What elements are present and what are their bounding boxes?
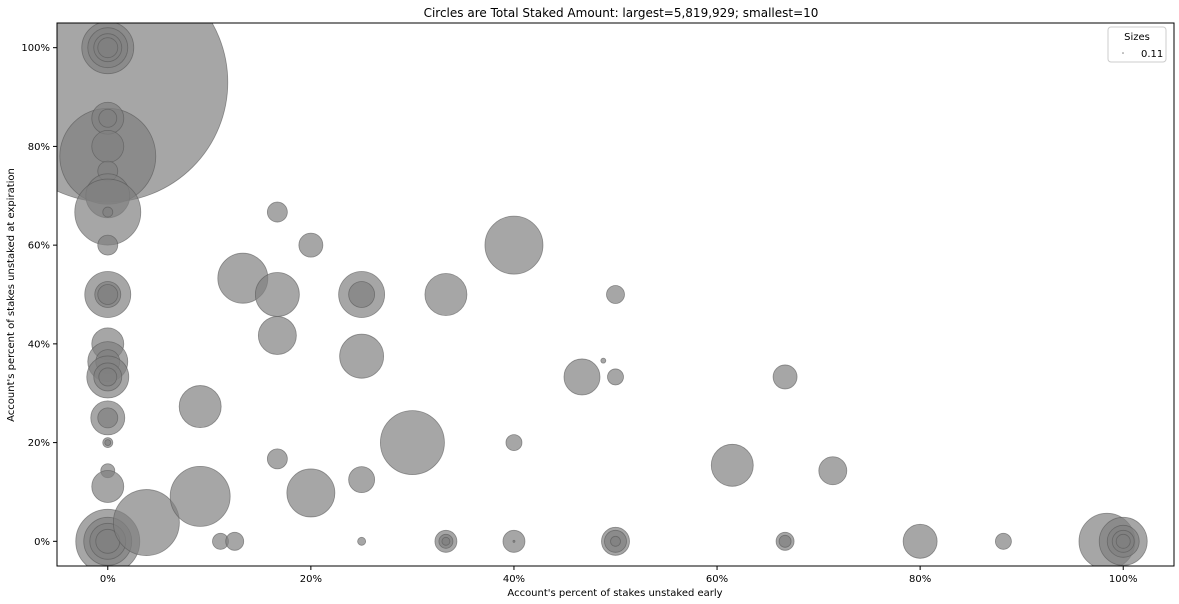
data-point <box>104 439 112 446</box>
y-tick-label: 80% <box>28 142 50 153</box>
data-point <box>91 470 125 503</box>
points-layer <box>57 23 1148 566</box>
x-tick-label: 60% <box>706 574 728 585</box>
data-point <box>818 456 848 486</box>
y-tick-label: 60% <box>28 241 50 252</box>
data-point <box>348 466 376 494</box>
chart-title: Circles are Total Staked Amount: largest… <box>424 6 819 20</box>
data-point <box>298 232 324 258</box>
legend-title: Sizes <box>1124 32 1150 43</box>
data-point <box>286 468 336 518</box>
x-tick-label: 0% <box>100 574 116 585</box>
y-tick-label: 20% <box>28 438 50 449</box>
data-point <box>607 368 624 386</box>
data-point <box>266 201 288 223</box>
data-point <box>563 358 601 396</box>
data-point <box>610 535 621 547</box>
data-point <box>91 130 125 163</box>
data-point <box>169 465 231 527</box>
data-point <box>266 448 288 470</box>
data-point <box>102 206 114 218</box>
x-tick-label: 40% <box>503 574 525 585</box>
data-point <box>339 333 385 379</box>
y-axis-label: Account's percent of stakes unstaked at … <box>6 168 17 422</box>
data-point <box>97 37 119 59</box>
x-axis-label: Account's percent of stakes unstaked ear… <box>507 588 722 599</box>
legend: Sizes 0.11 <box>1107 26 1167 63</box>
legend-entry-label: 0.11 <box>1141 49 1163 60</box>
data-point <box>348 281 376 308</box>
data-point <box>902 523 938 559</box>
data-point <box>112 489 180 556</box>
y-tick-label: 100% <box>21 43 50 54</box>
data-point <box>424 273 468 316</box>
data-point <box>710 443 754 487</box>
data-point <box>98 367 118 387</box>
x-tick-label: 20% <box>300 574 322 585</box>
data-point <box>1115 533 1131 549</box>
data-point <box>380 410 445 475</box>
data-point <box>778 534 792 548</box>
data-point <box>512 539 516 543</box>
data-point <box>484 215 544 275</box>
y-tick-label: 40% <box>28 339 50 350</box>
data-point <box>97 284 119 305</box>
data-point <box>97 407 119 429</box>
data-point <box>772 364 798 390</box>
y-tick-label: 0% <box>34 537 50 548</box>
legend-marker <box>1122 52 1124 54</box>
data-point <box>257 316 297 355</box>
x-tick-label: 80% <box>909 574 931 585</box>
data-point <box>254 272 300 317</box>
data-point <box>98 108 118 128</box>
plot-frame <box>56 22 1175 567</box>
data-point <box>357 536 367 546</box>
x-tick-label: 100% <box>1109 574 1138 585</box>
data-point <box>505 434 523 451</box>
data-point <box>178 385 222 428</box>
data-point <box>97 234 119 256</box>
data-point <box>225 531 245 551</box>
data-point <box>441 536 451 546</box>
data-point <box>606 285 625 304</box>
data-point <box>995 532 1012 550</box>
data-point <box>600 357 607 364</box>
ticks-layer: 0% 20% 40% 60% 80% 100% 0% 20% 40% 60% 80% 100% <box>21 43 1137 585</box>
